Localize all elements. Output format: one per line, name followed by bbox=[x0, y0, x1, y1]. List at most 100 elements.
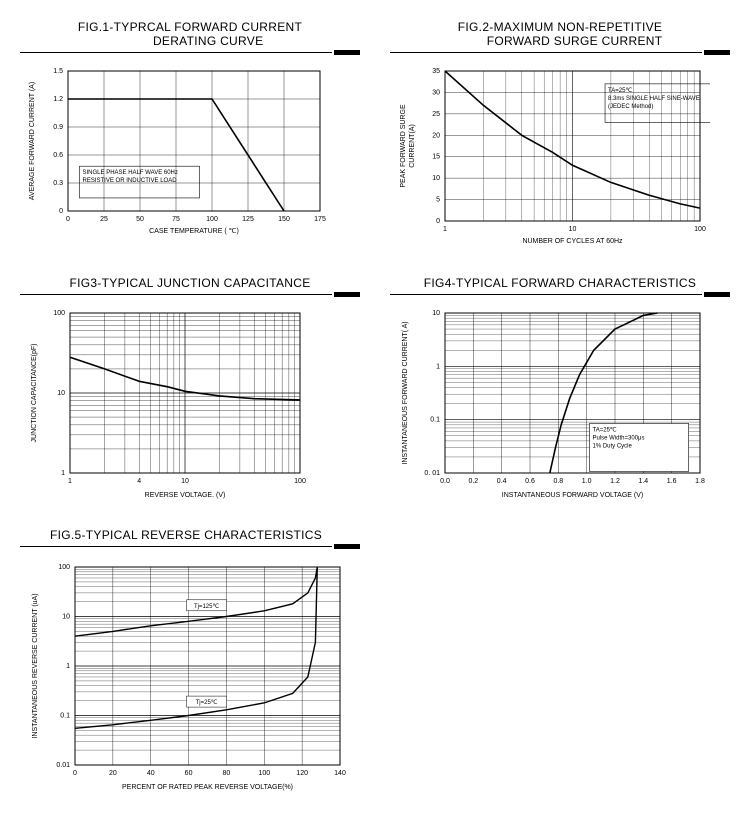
svg-text:30: 30 bbox=[432, 89, 440, 96]
fig3-rule bbox=[20, 292, 360, 297]
fig2-title: FIG.2-MAXIMUM NON-REPETITIVE FORWARD SUR… bbox=[390, 20, 730, 48]
svg-text:CASE TEMPERATURE ( ℃): CASE TEMPERATURE ( ℃) bbox=[149, 228, 239, 235]
svg-text:100: 100 bbox=[258, 770, 270, 777]
svg-text:0.1: 0.1 bbox=[430, 417, 440, 424]
svg-text:10: 10 bbox=[569, 226, 577, 233]
fig1-title: FIG.1-TYPRCAL FORWARD CURRENT DERATING C… bbox=[20, 20, 360, 48]
svg-text:1: 1 bbox=[61, 470, 65, 477]
svg-text:1: 1 bbox=[68, 478, 72, 485]
svg-text:0.0: 0.0 bbox=[440, 478, 450, 485]
fig1-chart: 0 25 50 75 100 125 150 175 0 0.3 0.6 0.9 1.2 1.5 SINGL… bbox=[20, 61, 340, 241]
svg-text:10: 10 bbox=[57, 390, 65, 397]
fig5-chart: 0 20 40 60 80 100 120 140 0.01 0.1 1 10 100 Tj=125℃ Tj… bbox=[20, 555, 360, 795]
svg-text:0.1: 0.1 bbox=[60, 713, 70, 720]
svg-text:0: 0 bbox=[59, 208, 63, 215]
svg-text:1.4: 1.4 bbox=[638, 478, 648, 485]
svg-text:PEAK FORWARD SURGE: PEAK FORWARD SURGE bbox=[400, 104, 407, 188]
svg-text:TA=25℃: TA=25℃ bbox=[593, 427, 617, 433]
fig4-chart: 0.0 0.2 0.4 0.6 0.8 1.0 1.2 1.4 1.6 1.8 0. 01 0.1 1 1… bbox=[390, 303, 710, 503]
svg-text:1% Duty Cycle: 1% Duty Cycle bbox=[593, 443, 633, 449]
svg-text:175: 175 bbox=[314, 216, 326, 223]
svg-text:100: 100 bbox=[294, 478, 306, 485]
svg-text:RESISTIVE OR INDUCTIVE LOAD: RESISTIVE OR INDUCTIVE LOAD bbox=[83, 178, 178, 184]
svg-text:AVERAGE FORWARD CURRENT (A): AVERAGE FORWARD CURRENT (A) bbox=[29, 82, 36, 200]
svg-text:REVERSE VOLTAGE. (V): REVERSE VOLTAGE. (V) bbox=[145, 492, 226, 499]
svg-text:50: 50 bbox=[136, 216, 144, 223]
svg-text:INSTANTANEOUS FORWARD CURRENT(: INSTANTANEOUS FORWARD CURRENT( A) bbox=[402, 321, 409, 464]
svg-text:75: 75 bbox=[172, 216, 180, 223]
svg-text:20: 20 bbox=[432, 132, 440, 139]
fig3-panel: FIG3-TYPICAL JUNCTION CAPACITANCE 1 4 10 10… bbox=[20, 276, 360, 503]
svg-text:1.8: 1.8 bbox=[695, 478, 705, 485]
svg-text:0: 0 bbox=[436, 218, 440, 225]
svg-text:100: 100 bbox=[694, 226, 706, 233]
svg-text:150: 150 bbox=[278, 216, 290, 223]
svg-text:CURRENT(A): CURRENT(A) bbox=[409, 124, 416, 168]
svg-text:0.8: 0.8 bbox=[553, 478, 563, 485]
svg-text:60: 60 bbox=[185, 770, 193, 777]
svg-text:25: 25 bbox=[432, 111, 440, 118]
svg-text:1: 1 bbox=[443, 226, 447, 233]
svg-text:8.3ms SINGLE HALF SINE-WAVE: 8.3ms SINGLE HALF SINE-WAVE bbox=[608, 96, 700, 102]
svg-text:100: 100 bbox=[58, 564, 70, 571]
fig4-panel: FIG4-TYPICAL FORWARD CHARACTERISTICS 0.0… bbox=[390, 276, 730, 503]
svg-text:1.0: 1.0 bbox=[582, 478, 592, 485]
svg-text:35: 35 bbox=[432, 68, 440, 75]
svg-text:10: 10 bbox=[432, 175, 440, 182]
svg-text:0.2: 0.2 bbox=[468, 478, 478, 485]
svg-text:20: 20 bbox=[109, 770, 117, 777]
svg-text:25: 25 bbox=[100, 216, 108, 223]
svg-text:40: 40 bbox=[147, 770, 155, 777]
svg-text:0.01: 0.01 bbox=[56, 762, 70, 769]
svg-text:(JEDEC Method): (JEDEC Method) bbox=[608, 104, 653, 110]
fig5-title: FIG.5-TYPICAL REVERSE CHARACTERISTICS bbox=[20, 528, 360, 542]
svg-text:Tj=25℃: Tj=25℃ bbox=[196, 700, 218, 706]
svg-text:100: 100 bbox=[206, 216, 218, 223]
svg-text:0: 0 bbox=[73, 770, 77, 777]
svg-text:15: 15 bbox=[432, 154, 440, 161]
svg-text:Tj=125℃: Tj=125℃ bbox=[194, 604, 220, 610]
svg-text:0. 01: 0. 01 bbox=[424, 470, 440, 477]
svg-text:0.6: 0.6 bbox=[53, 152, 63, 159]
svg-text:1.6: 1.6 bbox=[667, 478, 677, 485]
svg-text:10: 10 bbox=[181, 478, 189, 485]
svg-text:JUNCTION CAPACITANCE(pF): JUNCTION CAPACITANCE(pF) bbox=[31, 344, 38, 443]
fig2-rule bbox=[390, 50, 730, 55]
svg-text:SINGLE PHASE HALF WAVE 60Hz: SINGLE PHASE HALF WAVE 60Hz bbox=[83, 170, 178, 176]
svg-text:1.5: 1.5 bbox=[53, 68, 63, 75]
fig3-chart: 1 4 10 100 1 10 100 REVERSE VOLTAGE. (V) JUNCTIO… bbox=[20, 303, 340, 503]
svg-text:4: 4 bbox=[137, 478, 141, 485]
svg-text:NUMBER OF CYCLES AT 60Hz: NUMBER OF CYCLES AT 60Hz bbox=[522, 238, 623, 245]
svg-text:120: 120 bbox=[296, 770, 308, 777]
svg-text:1: 1 bbox=[436, 363, 440, 370]
svg-text:TA=25℃: TA=25℃ bbox=[608, 88, 632, 94]
fig3-title: FIG3-TYPICAL JUNCTION CAPACITANCE bbox=[20, 276, 360, 290]
svg-text:1.2: 1.2 bbox=[53, 96, 63, 103]
svg-text:10: 10 bbox=[432, 310, 440, 317]
svg-text:125: 125 bbox=[242, 216, 254, 223]
fig2-panel: FIG.2-MAXIMUM NON-REPETITIVE FORWARD SUR… bbox=[390, 20, 730, 251]
svg-text:1.2: 1.2 bbox=[610, 478, 620, 485]
svg-text:0.3: 0.3 bbox=[53, 180, 63, 187]
svg-text:0.4: 0.4 bbox=[497, 478, 507, 485]
fig1-rule bbox=[20, 50, 360, 55]
svg-text:140: 140 bbox=[334, 770, 346, 777]
svg-text:PERCENT OF RATED PEAK REVERSE: PERCENT OF RATED PEAK REVERSE VOLTAGE(%) bbox=[122, 784, 293, 791]
svg-text:Pulse Width=300μs: Pulse Width=300μs bbox=[593, 435, 645, 441]
fig5-rule bbox=[20, 544, 360, 549]
svg-text:10: 10 bbox=[62, 614, 70, 621]
fig5-panel: FIG.5-TYPICAL REVERSE CHARACTERISTICS 0 2… bbox=[20, 528, 360, 795]
svg-text:0.9: 0.9 bbox=[53, 124, 63, 131]
svg-text:80: 80 bbox=[223, 770, 231, 777]
svg-text:5: 5 bbox=[436, 197, 440, 204]
fig2-chart: 1 10 100 0 5 10 15 20 25 30 35 TA=25℃ 8.3ms SINGLE H… bbox=[390, 61, 710, 251]
svg-text:0.6: 0.6 bbox=[525, 478, 535, 485]
svg-text:INSTANTANEOUS FORWARD VOLTAGE: INSTANTANEOUS FORWARD VOLTAGE (V) bbox=[502, 492, 643, 499]
svg-text:INSTANTANEOUS REVERSE CURRENT: INSTANTANEOUS REVERSE CURRENT (uA) bbox=[32, 593, 39, 738]
fig4-rule bbox=[390, 292, 730, 297]
svg-text:0: 0 bbox=[66, 216, 70, 223]
svg-text:100: 100 bbox=[53, 310, 65, 317]
svg-text:1: 1 bbox=[66, 663, 70, 670]
fig4-title: FIG4-TYPICAL FORWARD CHARACTERISTICS bbox=[390, 276, 730, 290]
fig1-panel: FIG.1-TYPRCAL FORWARD CURRENT DERATING C… bbox=[20, 20, 360, 251]
